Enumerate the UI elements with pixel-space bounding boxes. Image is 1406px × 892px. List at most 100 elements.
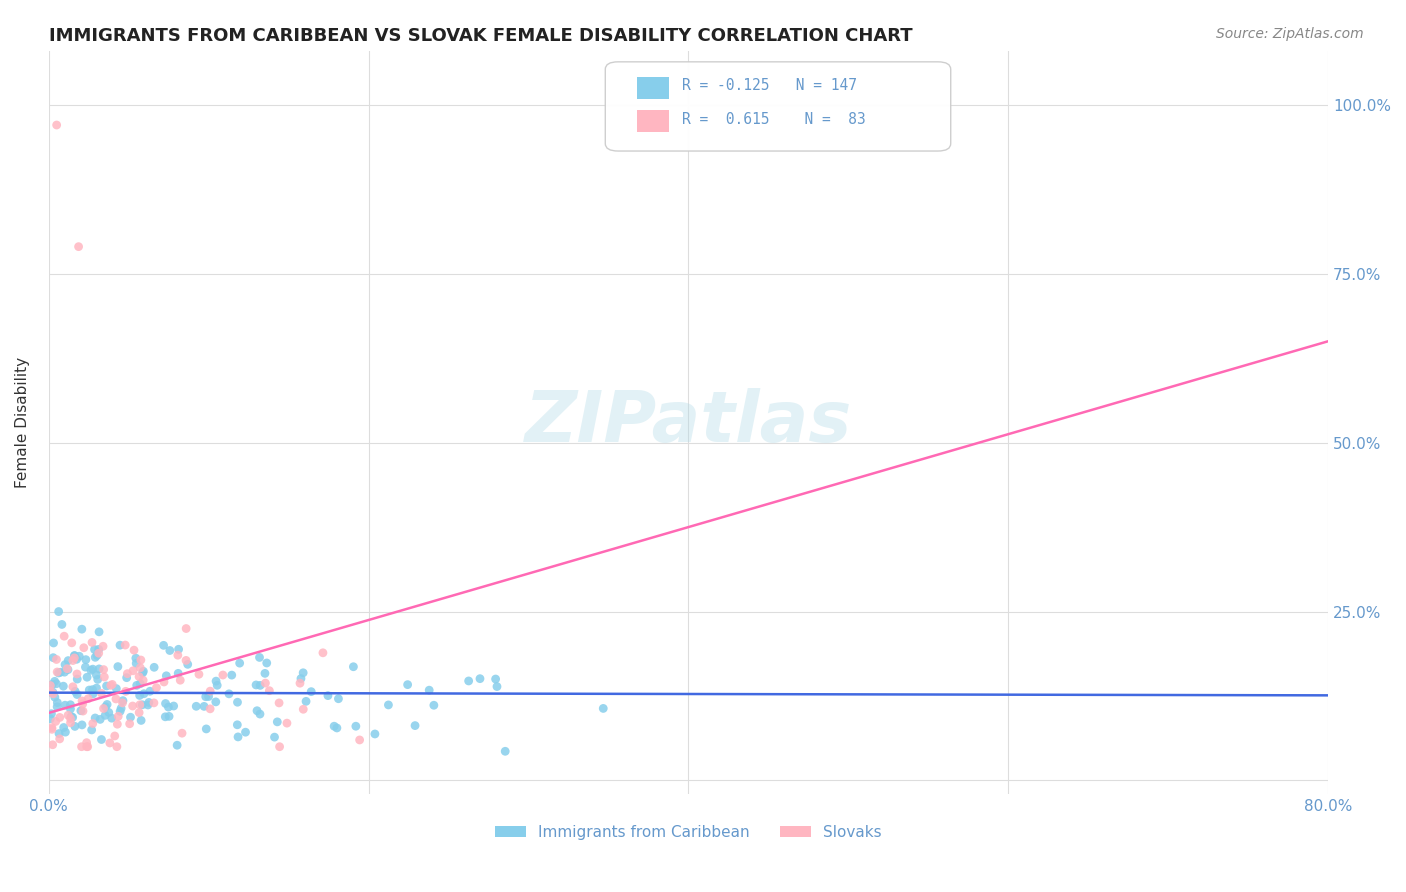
Point [46,696,69,710]
Point [45,676,67,690]
Point [41,738,63,752]
Point [344,719,367,733]
Point [485,672,508,686]
Point [41,721,63,735]
Point [53,657,76,672]
Point [132,687,155,701]
Point [56,663,79,677]
Point [468,672,491,686]
Point [107,659,129,673]
Point [100,711,122,725]
Point [70,718,93,732]
Point [108,704,131,718]
Point [56,662,79,676]
Point [167,666,190,681]
Point [342,659,364,673]
Point [105,681,128,696]
Point [177,657,200,672]
Point [60,636,83,650]
Text: IMMIGRANTS FROM CARIBBEAN VS SLOVAK FEMALE DISABILITY CORRELATION CHART: IMMIGRANTS FROM CARIBBEAN VS SLOVAK FEMA… [49,27,912,45]
Point [70,704,93,718]
Point [45,652,67,666]
Point [53,629,76,643]
Text: ZIPatlas: ZIPatlas [524,388,852,457]
Point [94,708,117,723]
Point [132,673,155,688]
Point [48,710,70,724]
Point [83,642,105,657]
Point [46,699,69,714]
Point [52,679,75,693]
Point [87,624,110,639]
Point [42,650,65,665]
Point [129,653,152,667]
Point [111,693,134,707]
Point [269,739,291,754]
Point [56,654,79,668]
Point [195,722,218,736]
Point [84,711,107,725]
Point [198,684,221,698]
Bar [637,110,669,132]
Point [121,699,143,714]
Point [128,670,150,684]
Point [42,685,65,699]
Point [136,698,159,712]
Point [316,689,339,703]
Point [249,707,271,722]
Point [125,651,148,665]
Point [226,695,249,709]
Point [122,643,145,657]
Point [80,723,103,737]
Point [114,684,136,698]
Point [41,677,63,691]
Point [39,685,62,699]
Point [48,726,70,740]
Point [93,670,115,684]
Point [48,731,70,746]
Point [259,683,281,698]
Point [125,657,148,671]
Point [87,662,110,676]
Point [55,725,77,739]
Point [212,668,235,682]
Point [63,684,86,698]
Point [94,699,117,714]
Point [364,727,387,741]
Point [87,642,110,657]
Point [423,698,446,713]
Point [328,691,350,706]
Point [87,646,110,660]
Point [45,118,67,132]
Point [62,654,84,668]
Point [63,648,86,663]
Point [39,679,62,693]
Point [59,711,82,725]
Point [138,695,160,709]
Point [42,636,65,650]
Point [157,709,180,723]
Point [288,676,311,690]
Point [186,699,208,714]
Point [246,704,269,718]
Point [76,739,98,754]
Point [295,694,318,708]
Point [235,725,257,739]
Point [39,684,62,698]
Point [75,653,97,667]
Point [128,706,150,720]
Point [592,701,614,715]
Point [494,744,516,758]
Point [45,714,67,729]
Point [56,708,79,723]
Point [205,674,228,689]
Point [163,699,186,714]
Point [60,709,83,723]
Point [153,675,176,690]
Point [249,650,271,665]
Point [132,665,155,679]
Point [72,697,94,711]
Point [82,682,104,697]
Point [96,679,118,693]
Point [80,663,103,677]
